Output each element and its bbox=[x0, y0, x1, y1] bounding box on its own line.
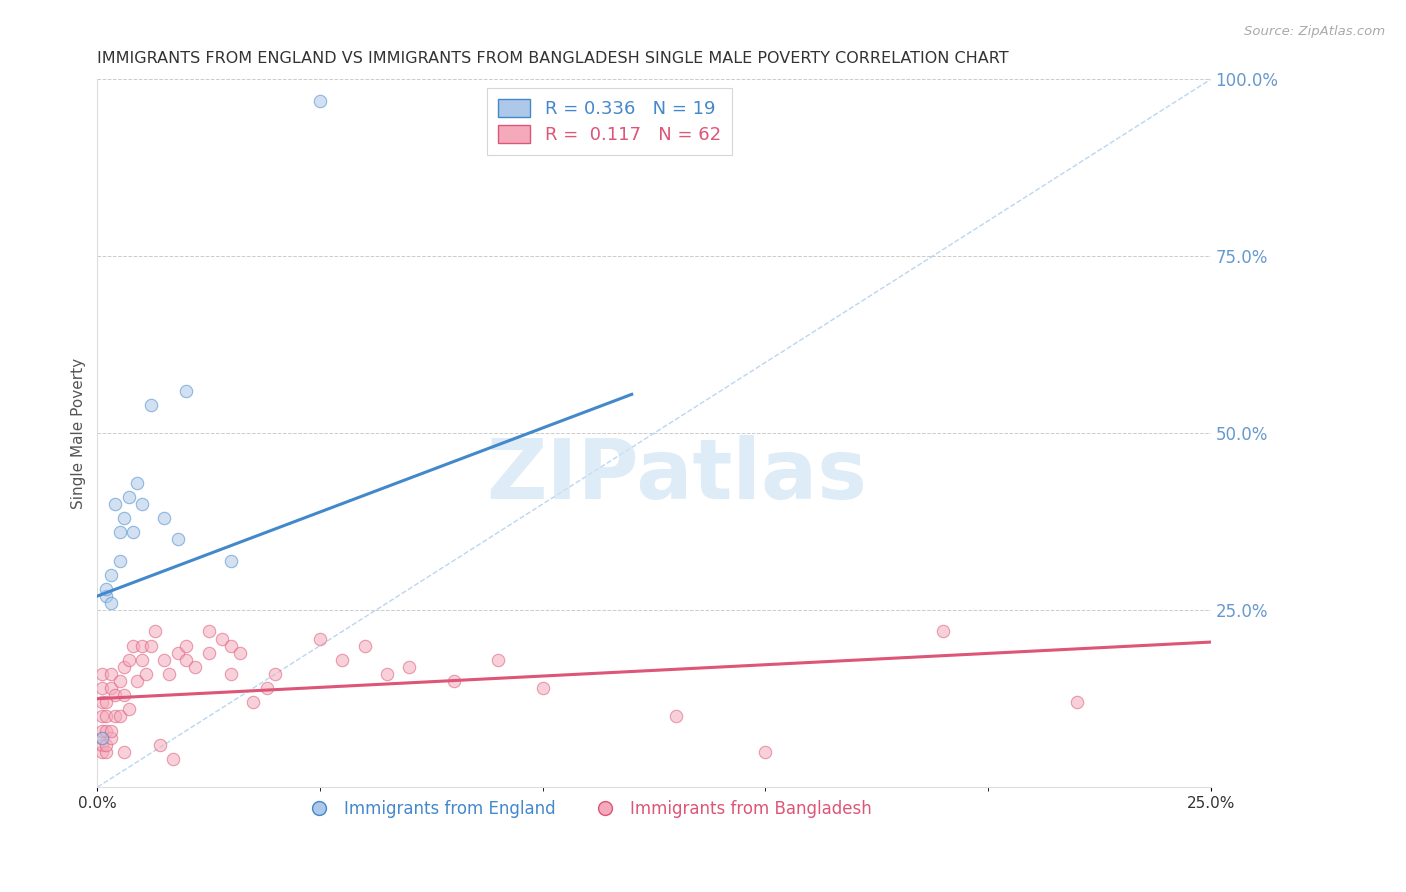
Point bbox=[100, 731, 122, 745]
Point bbox=[104, 688, 127, 702]
Point bbox=[166, 646, 188, 660]
Point bbox=[108, 673, 131, 688]
Text: IMMIGRANTS FROM ENGLAND VS IMMIGRANTS FROM BANGLADESH SINGLE MALE POVERTY CORREL: IMMIGRANTS FROM ENGLAND VS IMMIGRANTS FR… bbox=[97, 51, 1010, 66]
Point bbox=[176, 653, 198, 667]
Point bbox=[90, 695, 112, 709]
Point bbox=[127, 673, 149, 688]
Point bbox=[96, 582, 118, 596]
Point bbox=[665, 709, 688, 723]
Point bbox=[96, 709, 118, 723]
Point bbox=[443, 673, 465, 688]
Point bbox=[90, 738, 112, 752]
Point bbox=[353, 639, 375, 653]
Point bbox=[100, 681, 122, 695]
Point bbox=[197, 646, 219, 660]
Point bbox=[309, 94, 332, 108]
Y-axis label: Single Male Poverty: Single Male Poverty bbox=[72, 358, 86, 508]
Point bbox=[131, 653, 153, 667]
Point bbox=[100, 567, 122, 582]
Point bbox=[104, 709, 127, 723]
Point bbox=[176, 639, 198, 653]
Point bbox=[1066, 695, 1088, 709]
Point bbox=[112, 511, 135, 525]
Point bbox=[139, 398, 162, 412]
Point bbox=[90, 731, 112, 745]
Point bbox=[242, 695, 264, 709]
Legend: Immigrants from England, Immigrants from Bangladesh: Immigrants from England, Immigrants from… bbox=[295, 794, 879, 825]
Point bbox=[219, 639, 242, 653]
Point bbox=[153, 511, 176, 525]
Point bbox=[166, 533, 188, 547]
Point bbox=[117, 490, 139, 504]
Point bbox=[932, 624, 955, 639]
Point bbox=[96, 589, 118, 603]
Point bbox=[176, 384, 198, 398]
Point bbox=[90, 745, 112, 759]
Text: ZIPatlas: ZIPatlas bbox=[485, 435, 866, 516]
Point bbox=[256, 681, 278, 695]
Point bbox=[100, 667, 122, 681]
Point bbox=[184, 660, 207, 674]
Point bbox=[398, 660, 420, 674]
Point bbox=[131, 497, 153, 511]
Point bbox=[112, 660, 135, 674]
Point bbox=[375, 667, 398, 681]
Point bbox=[112, 745, 135, 759]
Point bbox=[108, 554, 131, 568]
Point bbox=[108, 525, 131, 540]
Point bbox=[104, 497, 127, 511]
Point bbox=[135, 667, 157, 681]
Point bbox=[112, 688, 135, 702]
Point bbox=[96, 745, 118, 759]
Point bbox=[90, 667, 112, 681]
Point bbox=[122, 525, 145, 540]
Point bbox=[90, 681, 112, 695]
Point bbox=[90, 723, 112, 738]
Point bbox=[117, 702, 139, 716]
Point bbox=[197, 624, 219, 639]
Point bbox=[143, 624, 166, 639]
Point bbox=[96, 695, 118, 709]
Point bbox=[96, 738, 118, 752]
Point bbox=[309, 632, 332, 646]
Point bbox=[90, 709, 112, 723]
Point bbox=[96, 723, 118, 738]
Point bbox=[162, 752, 184, 766]
Point bbox=[754, 745, 776, 759]
Point bbox=[219, 667, 242, 681]
Point bbox=[139, 639, 162, 653]
Point bbox=[122, 639, 145, 653]
Point bbox=[229, 646, 252, 660]
Text: Source: ZipAtlas.com: Source: ZipAtlas.com bbox=[1244, 25, 1385, 38]
Point bbox=[264, 667, 287, 681]
Point bbox=[219, 554, 242, 568]
Point bbox=[211, 632, 233, 646]
Point bbox=[531, 681, 554, 695]
Point bbox=[486, 653, 509, 667]
Point bbox=[100, 723, 122, 738]
Point bbox=[330, 653, 353, 667]
Point bbox=[131, 639, 153, 653]
Point bbox=[108, 709, 131, 723]
Point bbox=[117, 653, 139, 667]
Point bbox=[90, 731, 112, 745]
Point bbox=[157, 667, 180, 681]
Point bbox=[100, 596, 122, 610]
Point bbox=[127, 475, 149, 490]
Point bbox=[153, 653, 176, 667]
Point bbox=[149, 738, 172, 752]
